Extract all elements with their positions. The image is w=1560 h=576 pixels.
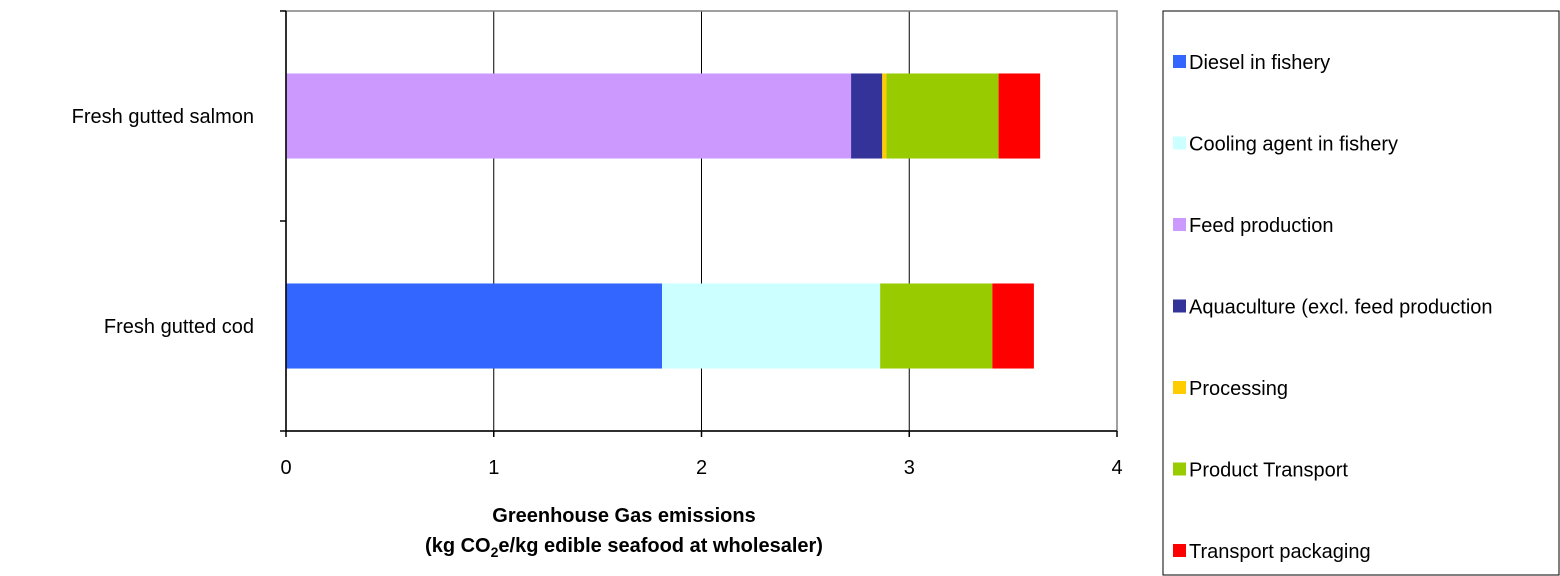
bar-segment — [882, 73, 887, 159]
x-tick-labels: 0 1 2 3 4 — [280, 10, 1123, 479]
legend-swatch — [1173, 544, 1186, 557]
legend-box — [1162, 10, 1560, 576]
legend-swatch — [1173, 218, 1186, 231]
bar-segment — [662, 283, 881, 369]
legend-swatch — [1173, 299, 1186, 313]
legend-swatch — [1173, 136, 1186, 150]
x-axis-title-post: e/kg edible seafood at wholesaler) — [498, 535, 823, 557]
category-labels: Fresh gutted salmon Fresh gutted cod — [72, 106, 254, 338]
x-axis-title-line2: (kg CO2e/kg edible seafood at wholesaler… — [425, 535, 823, 560]
category-label: Fresh gutted salmon — [72, 106, 254, 128]
legend-label: Feed production — [1189, 215, 1334, 237]
legend-label: Product Transport — [1189, 460, 1348, 482]
legend-label: Diesel in fishery — [1189, 52, 1330, 74]
legend-swatch — [1173, 462, 1186, 476]
bar-segment — [286, 283, 663, 369]
legend-items: Diesel in fishery Cooling agent in fisher… — [1173, 52, 1493, 563]
x-tick-label: 1 — [488, 457, 499, 479]
x-axis-title-sub: 2 — [491, 544, 499, 560]
bar-segment — [992, 283, 1034, 369]
bar-segment — [851, 73, 883, 159]
legend-swatch — [1173, 381, 1186, 394]
category-label: Fresh gutted cod — [104, 316, 254, 338]
legend-swatch — [1173, 55, 1186, 68]
x-tick-label: 2 — [696, 457, 707, 479]
legend-label: Transport packaging — [1189, 541, 1371, 563]
x-tick-label: 4 — [1111, 457, 1122, 479]
bar-segment — [998, 73, 1041, 159]
legend: Diesel in fishery Cooling agent in fisher… — [1162, 10, 1560, 576]
legend-label: Aquaculture (excl. feed production — [1189, 297, 1493, 319]
x-axis-title-line1: Greenhouse Gas emissions — [492, 505, 755, 527]
legend-label: Cooling agent in fishery — [1189, 134, 1398, 156]
x-axis-title-pre: (kg CO — [425, 535, 491, 557]
bar-segment — [886, 73, 999, 159]
legend-label: Processing — [1189, 378, 1288, 400]
x-tick-label: 0 — [280, 457, 291, 479]
bars — [286, 73, 1041, 369]
bar-segment — [880, 283, 993, 369]
x-tick-label: 3 — [904, 457, 915, 479]
bar-segment — [286, 73, 852, 159]
